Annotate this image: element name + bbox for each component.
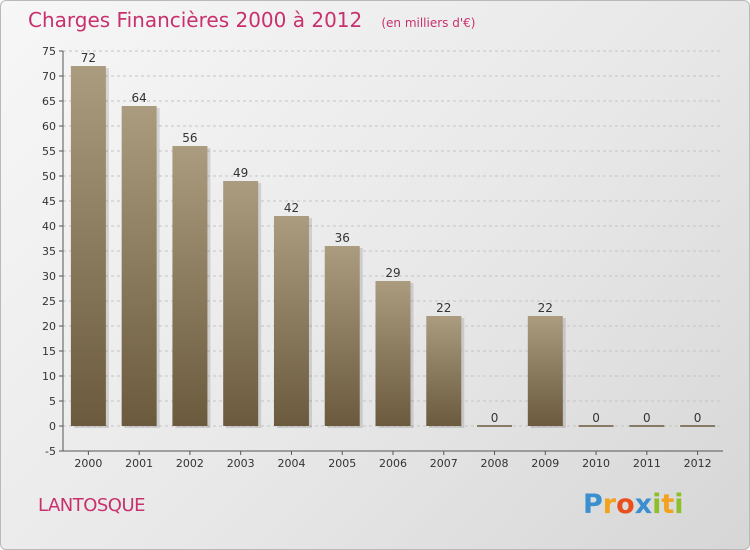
y-tick-label: 60: [42, 120, 56, 133]
y-tick-label: 75: [42, 45, 56, 58]
logo-letter: i: [674, 489, 684, 520]
y-tick-label: 70: [42, 70, 56, 83]
logo-letter: P: [583, 489, 603, 520]
proxiti-logo: Proxiti: [583, 489, 684, 520]
data-label: 0: [694, 411, 702, 425]
bar: [70, 66, 106, 426]
x-tick-label: 2007: [430, 457, 458, 470]
y-tick-label: 0: [49, 420, 56, 433]
y-tick-label: 20: [42, 320, 56, 333]
logo-letter: r: [602, 489, 617, 520]
chart-title: Charges Financières 2000 à 2012: [28, 8, 363, 32]
x-tick-label: 2006: [379, 457, 407, 470]
x-tick-label: 2005: [328, 457, 356, 470]
data-label: 49: [233, 166, 248, 180]
y-tick-label: 10: [42, 370, 56, 383]
x-tick-label: 2012: [684, 457, 712, 470]
data-label: 0: [643, 411, 651, 425]
data-label: 0: [491, 411, 499, 425]
y-tick-label: 15: [42, 345, 56, 358]
commune-name: LANTOSQUE: [38, 495, 146, 516]
y-tick-label: 5: [49, 395, 56, 408]
data-label: 42: [284, 201, 299, 215]
y-tick-label: 55: [42, 145, 56, 158]
data-label: 22: [538, 301, 553, 315]
y-tick-label: -5: [45, 445, 56, 458]
data-label: 72: [81, 51, 96, 65]
x-tick-label: 2008: [481, 457, 509, 470]
bar: [527, 316, 563, 426]
bar: [426, 316, 462, 426]
data-label: 36: [335, 231, 350, 245]
y-tick-label: 65: [42, 95, 56, 108]
y-tick-label: 25: [42, 295, 56, 308]
logo-letter: x: [634, 489, 653, 520]
bar: [273, 216, 309, 426]
x-tick-label: 2000: [74, 457, 102, 470]
x-tick-label: 2004: [277, 457, 305, 470]
bar: [121, 106, 157, 426]
logo-letter: t: [661, 489, 675, 520]
logo-letter: o: [616, 489, 635, 520]
data-label: 0: [592, 411, 600, 425]
logo-letter: i: [652, 489, 662, 520]
chart-title-block: Charges Financières 2000 à 2012 (en mill…: [28, 8, 475, 32]
data-label: 29: [385, 266, 400, 280]
bar: [324, 246, 360, 426]
data-label: 64: [132, 91, 147, 105]
data-label: 56: [182, 131, 197, 145]
y-tick-label: 40: [42, 220, 56, 233]
bar: [172, 146, 208, 426]
x-tick-label: 2009: [531, 457, 559, 470]
bar: [223, 181, 259, 426]
y-tick-label: 30: [42, 270, 56, 283]
x-tick-label: 2001: [125, 457, 153, 470]
x-tick-label: 2011: [633, 457, 661, 470]
y-tick-label: 35: [42, 245, 56, 258]
x-tick-label: 2003: [227, 457, 255, 470]
x-tick-label: 2010: [582, 457, 610, 470]
data-label: 22: [436, 301, 451, 315]
y-tick-label: 45: [42, 195, 56, 208]
bar: [375, 281, 411, 426]
chart-subtitle: (en milliers d'€): [381, 16, 476, 30]
x-tick-label: 2002: [176, 457, 204, 470]
y-tick-label: 50: [42, 170, 56, 183]
